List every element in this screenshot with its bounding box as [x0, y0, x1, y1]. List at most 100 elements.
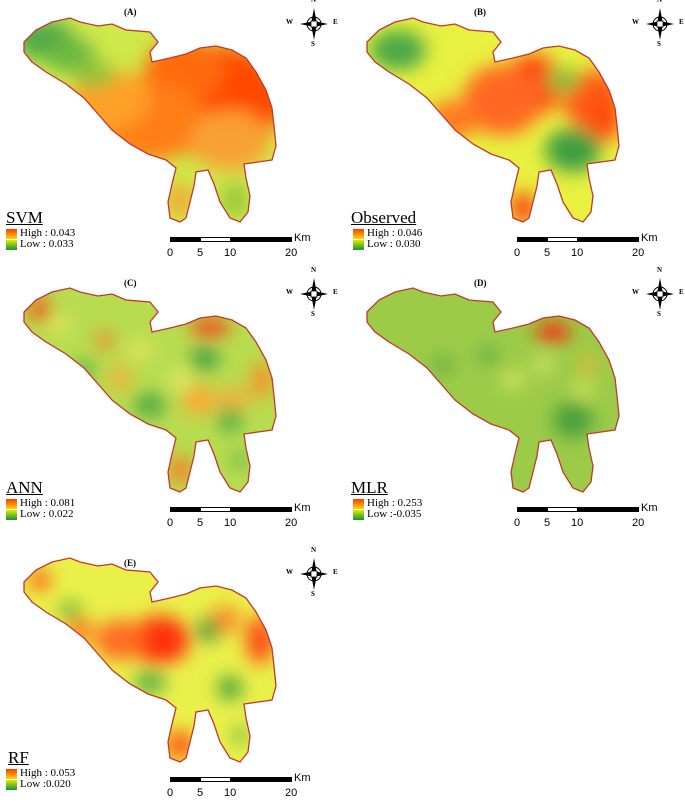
panel-label: (A) — [124, 7, 137, 17]
legend-high-swatch — [353, 498, 364, 509]
cool-spot — [223, 182, 247, 218]
hot-spot — [170, 456, 190, 484]
hot-spot — [30, 300, 50, 320]
map-panel-rf: (E) RF High : 0.053 Low :0.020 0 5 10 20… — [0, 540, 342, 810]
scale-bar: 0 5 10 20 Km — [514, 502, 667, 537]
legend-low-swatch — [6, 239, 17, 250]
legend-high-value: High : 0.053 — [20, 767, 76, 779]
raster-surface — [24, 558, 276, 762]
compass-w: W — [286, 568, 293, 576]
compass-s: S — [311, 590, 315, 598]
north-arrow-icon: N S W E — [632, 0, 684, 48]
legend-low-value: Low : 0.033 — [20, 238, 74, 250]
scale-tick-10: 10 — [224, 247, 237, 259]
cool-spot — [545, 68, 581, 92]
compass-w: W — [286, 288, 293, 296]
hot-spot — [535, 323, 571, 341]
scale-tick-20: 20 — [285, 247, 298, 259]
scale-tick-5: 5 — [197, 247, 204, 259]
raster-surface — [367, 18, 619, 222]
compass-n: N — [311, 266, 317, 274]
cool-spot — [433, 357, 453, 373]
cool-spot — [553, 402, 593, 438]
compass-w: W — [632, 288, 639, 296]
legend-low-value: Low :-0.035 — [367, 508, 422, 520]
cool-spot — [191, 346, 219, 370]
cool-spot — [232, 452, 248, 468]
panel-label: (B) — [474, 7, 486, 17]
north-arrow-icon: N S W E — [286, 0, 338, 48]
legend-low-swatch — [353, 239, 364, 250]
compass-s: S — [311, 40, 315, 48]
scale-tick-0: 0 — [514, 247, 521, 259]
north-arrow-icon: N S W E — [286, 266, 338, 318]
legend-high-swatch — [353, 228, 364, 239]
legend-low-value: Low :0.020 — [20, 778, 71, 790]
scale-bar: 0 5 10 20 Km — [514, 232, 667, 267]
scale-tick-20: 20 — [632, 517, 645, 529]
cool-spot — [45, 37, 95, 73]
study-area-boundary — [23, 557, 277, 763]
compass-e: E — [333, 288, 338, 296]
study-area-boundary — [366, 17, 620, 223]
scale-bar: 0 5 10 20 Km — [167, 772, 320, 807]
cool-spot — [218, 408, 242, 432]
scale-tick-0: 0 — [167, 247, 174, 259]
scale-bar: 0 5 10 20 Km — [167, 232, 320, 267]
legend-low-swatch — [6, 779, 17, 790]
scale-tick-20: 20 — [632, 247, 645, 259]
model-name: MLR — [351, 478, 388, 497]
panel-label: (C) — [124, 278, 137, 288]
cool-spot — [134, 393, 166, 417]
cool-spot — [196, 618, 220, 642]
cool-spot — [134, 670, 166, 694]
scale-tick-20: 20 — [285, 787, 298, 799]
legend-high-value: High : 0.081 — [20, 497, 76, 509]
hot-spot — [463, 65, 543, 135]
cool-spot — [218, 676, 242, 700]
north-arrow-icon: N S W E — [632, 266, 684, 318]
compass-w: W — [632, 18, 639, 26]
hot-spot — [97, 332, 113, 348]
hot-spot — [30, 570, 50, 590]
scale-unit: Km — [641, 502, 658, 514]
hot-spot — [168, 184, 192, 216]
study-area-boundary — [23, 17, 277, 223]
scale-unit: Km — [294, 772, 311, 784]
hot-spot — [95, 620, 145, 660]
hot-spot — [110, 366, 130, 390]
compass-e: E — [333, 18, 338, 26]
hot-spot — [182, 386, 218, 414]
hot-spot — [428, 100, 478, 140]
model-name: Observed — [351, 208, 417, 227]
scale-tick-10: 10 — [224, 787, 237, 799]
scale-tick-5: 5 — [544, 247, 551, 259]
map-rf — [23, 557, 277, 763]
scale-unit: Km — [294, 232, 311, 244]
scale-tick-10: 10 — [224, 517, 237, 529]
study-area-boundary — [23, 287, 277, 493]
legend-high-value: High : 0.253 — [367, 497, 423, 509]
cool-spot — [58, 600, 82, 620]
scale-tick-0: 0 — [167, 787, 174, 799]
raster-surface — [24, 288, 276, 492]
scale-bar: 0 5 10 20 Km — [167, 502, 320, 537]
hot-spot — [190, 320, 230, 336]
legend: High : 0.053 Low :0.020 — [6, 768, 75, 790]
model-name: RF — [8, 748, 29, 767]
legend-high-swatch — [6, 768, 17, 779]
map-panel-observed: (B) Observed High : 0.046 Low : 0.030 0 … — [343, 0, 685, 270]
legend: High : 0.043 Low : 0.033 — [6, 228, 75, 250]
scale-unit: Km — [294, 502, 311, 514]
map-observed — [366, 17, 620, 223]
legend-high-value: High : 0.043 — [20, 227, 76, 239]
legend-low-swatch — [6, 509, 17, 520]
legend-high-swatch — [6, 498, 17, 509]
hot-spot — [221, 388, 249, 408]
scale-tick-0: 0 — [514, 517, 521, 529]
panel-label: (D) — [474, 278, 487, 288]
legend-high-swatch — [6, 228, 17, 239]
compass-n: N — [657, 0, 663, 4]
compass-e: E — [333, 568, 338, 576]
accent-spot — [503, 372, 523, 388]
